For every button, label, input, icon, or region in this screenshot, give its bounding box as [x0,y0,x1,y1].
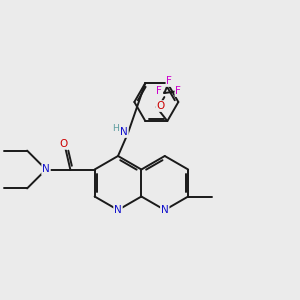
Text: N: N [114,205,122,215]
Text: N: N [120,127,128,137]
Text: H: H [112,124,119,133]
Text: O: O [156,101,164,111]
Text: F: F [156,86,162,96]
Text: N: N [161,205,169,215]
Text: F: F [176,86,181,96]
Text: F: F [167,76,172,86]
Text: O: O [59,139,68,149]
Text: N: N [42,164,50,175]
